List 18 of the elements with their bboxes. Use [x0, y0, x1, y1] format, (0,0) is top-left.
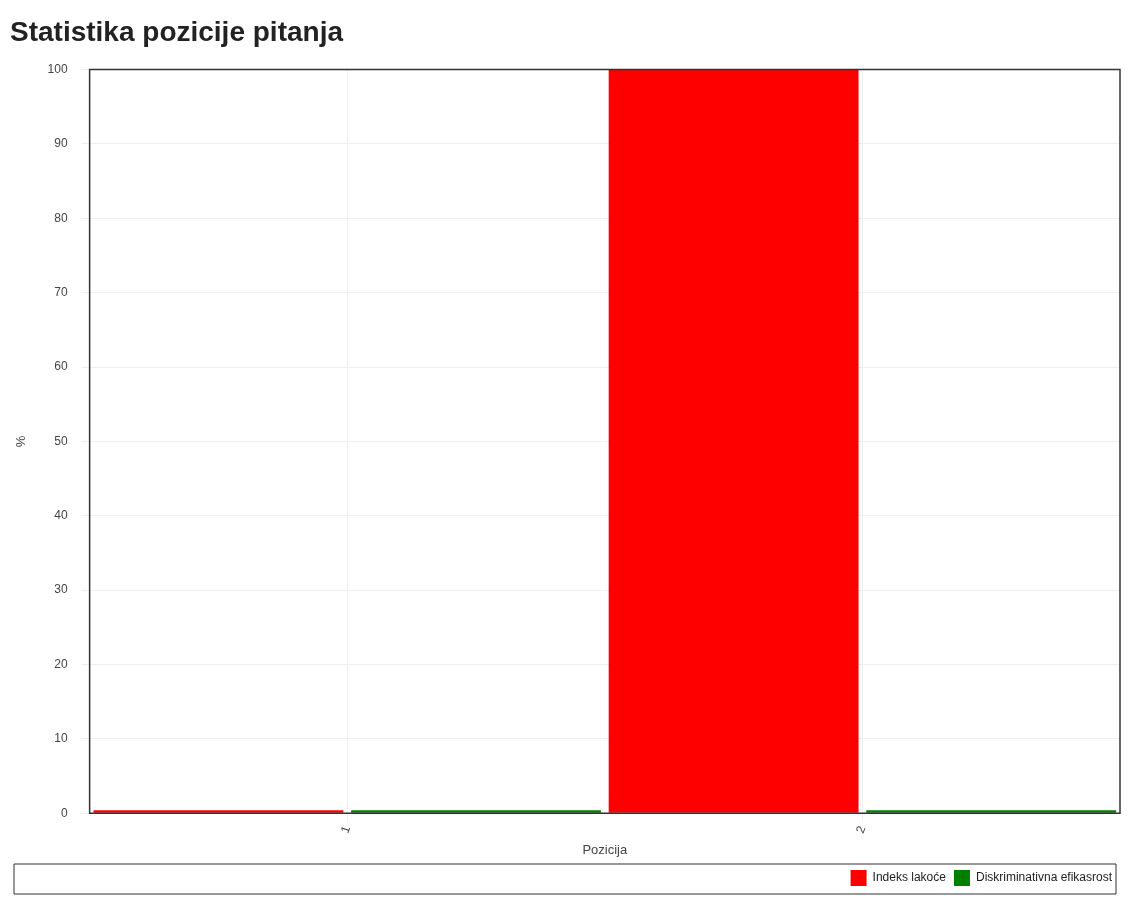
legend-label: Diskriminativna efikasrost — [975, 870, 1113, 885]
x-tick-label: 1 — [337, 823, 354, 836]
y-tick-label: 80 — [54, 210, 68, 225]
legend-label: Indeks lakoće — [872, 870, 947, 885]
x-tick-label: 2 — [852, 823, 869, 836]
y-tick-label: 30 — [54, 582, 68, 597]
y-tick-label: 50 — [54, 433, 68, 448]
chart-title: Statistika pozicije pitanja — [10, 15, 344, 47]
y-tick-label: 0 — [60, 805, 68, 820]
y-tick-label: 100 — [47, 61, 68, 76]
y-axis-title: % — [13, 435, 29, 448]
y-tick-label: 20 — [54, 656, 68, 671]
y-tick-label: 10 — [54, 731, 68, 746]
y-tick-label: 40 — [54, 508, 68, 523]
y-tick-label: 70 — [54, 284, 68, 299]
y-tick-label: 90 — [54, 136, 68, 151]
x-axis-title: Pozicija — [582, 841, 628, 857]
y-tick-label: 60 — [54, 359, 68, 374]
